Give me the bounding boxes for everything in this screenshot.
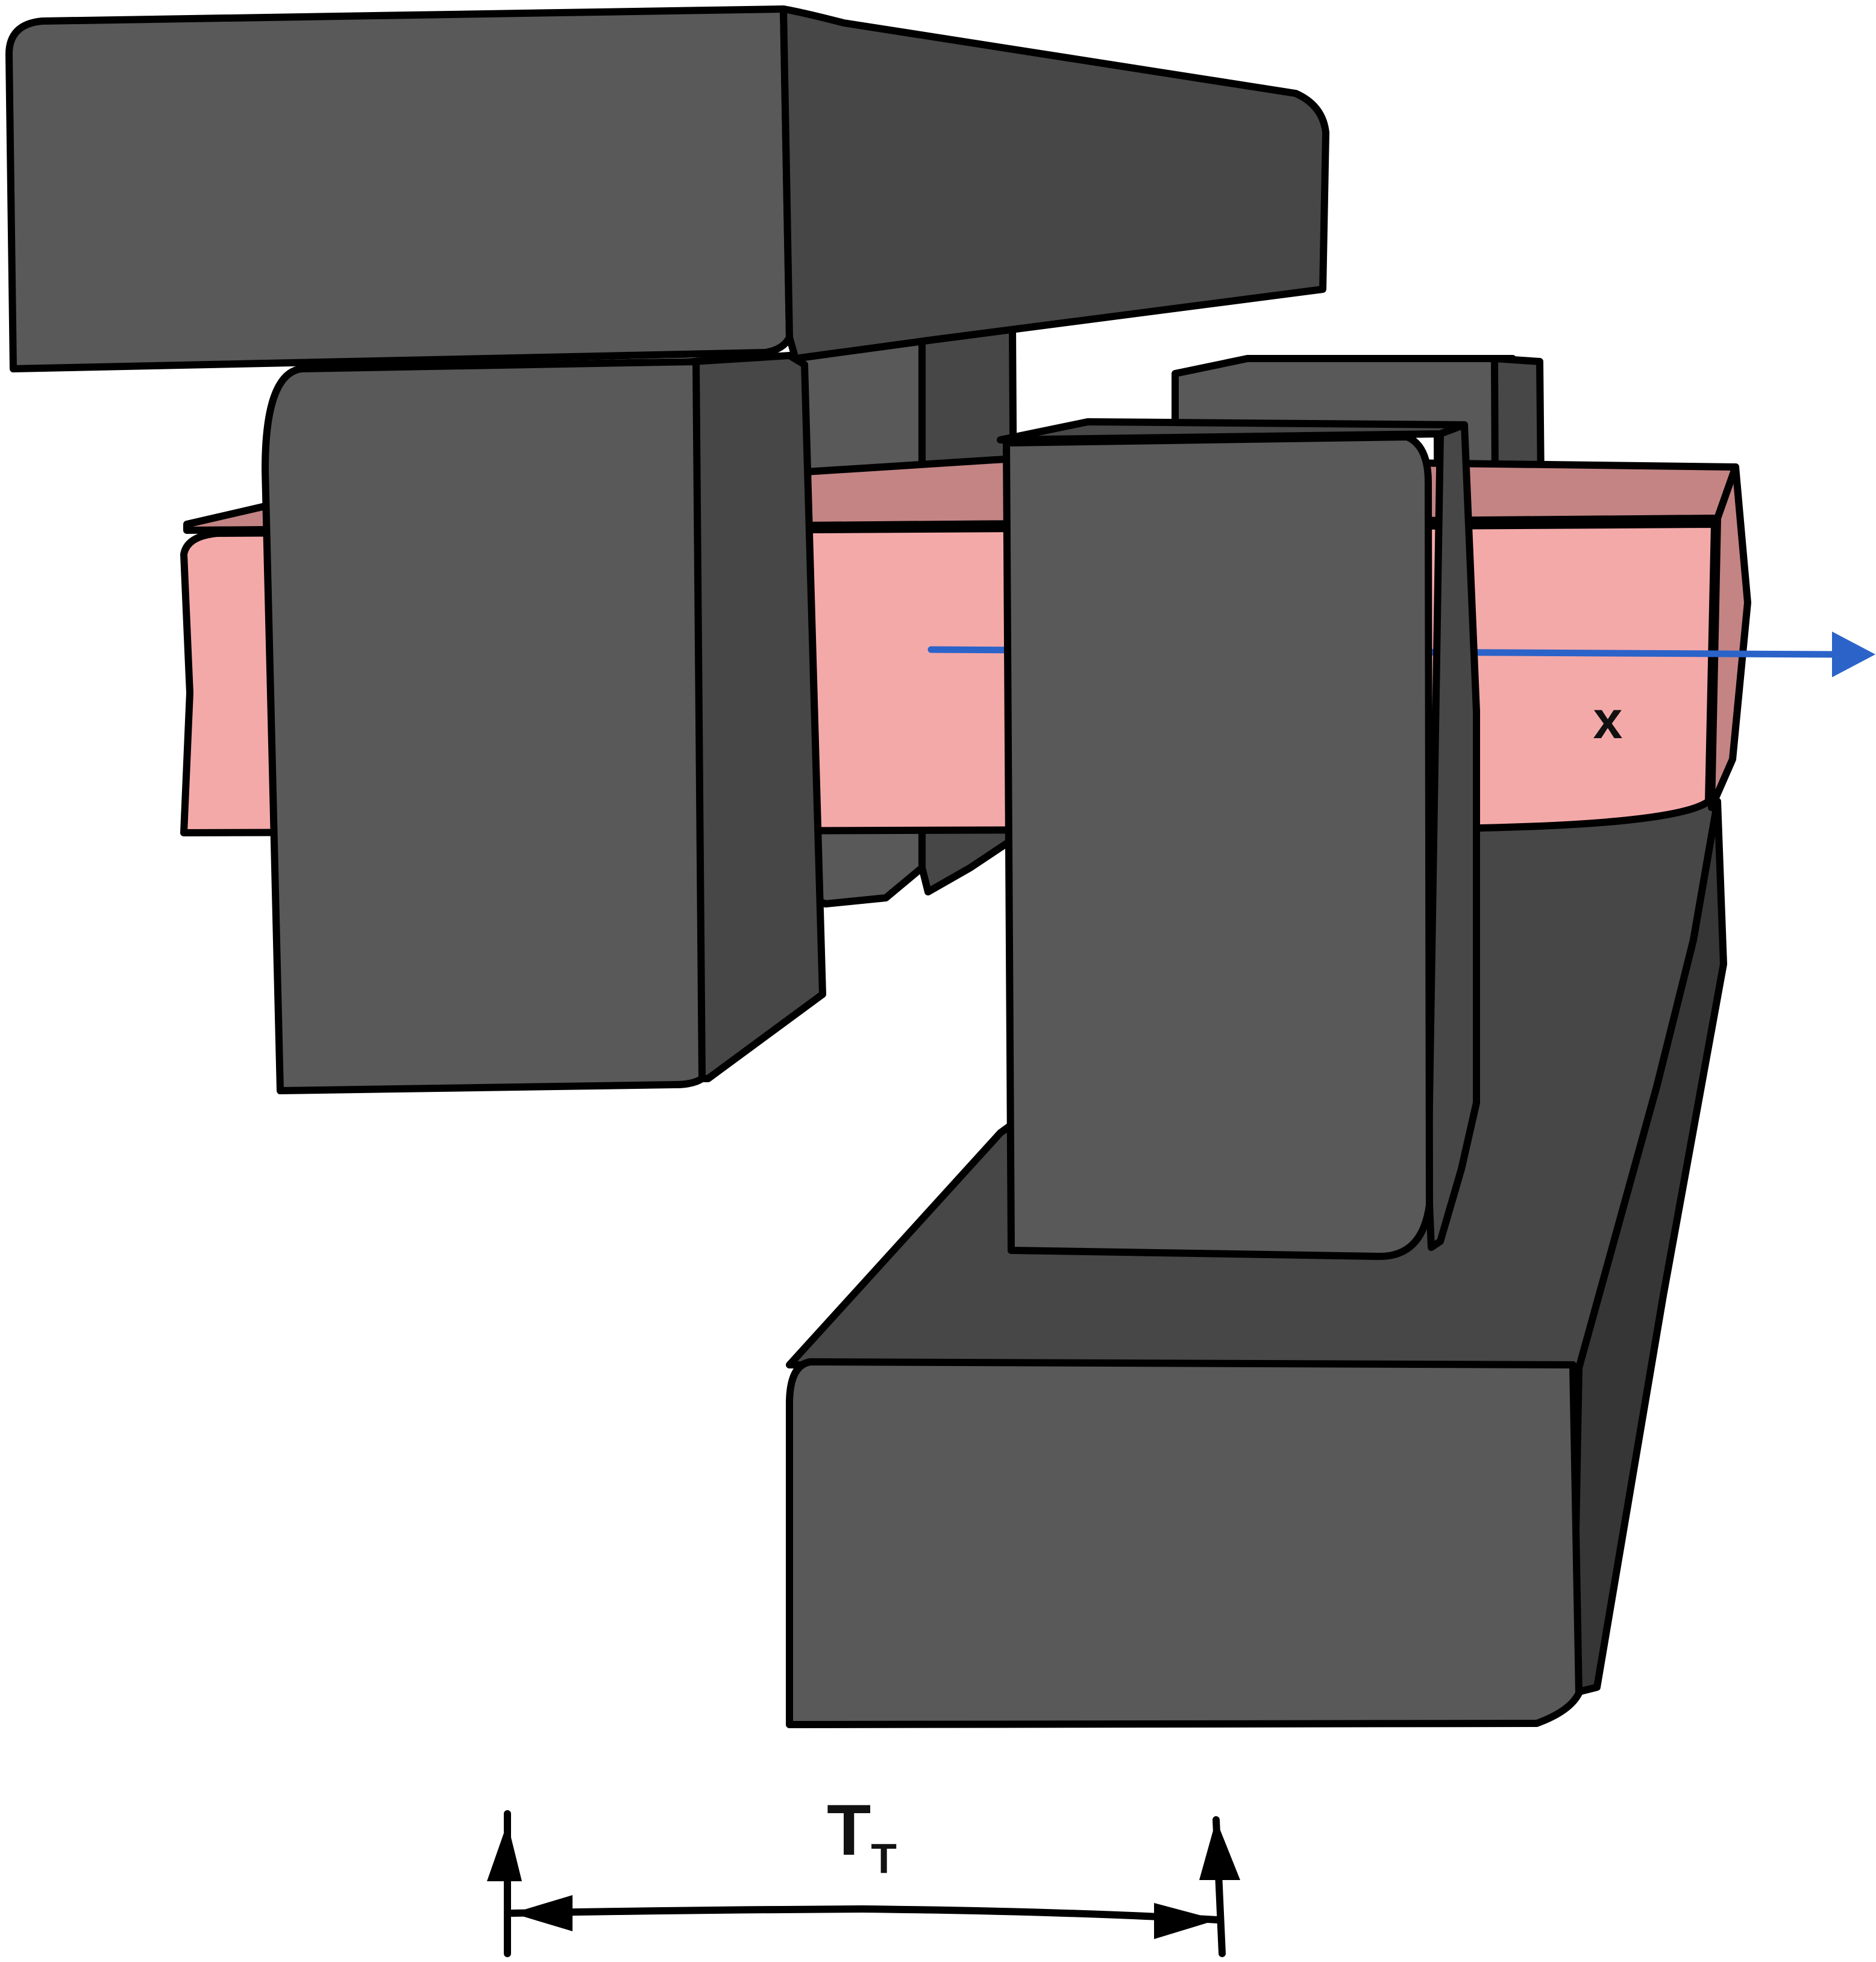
dimension-TT: TT: [487, 1790, 1240, 1957]
dimension-right-arrowhead: [1154, 1903, 1217, 1939]
dimension-label: TT: [827, 1790, 897, 1882]
bottom-block: [786, 1358, 1583, 1728]
x-axis-label: x: [1593, 690, 1623, 750]
left-tick-arrowhead: [487, 1823, 522, 1881]
dimension-label-main: T: [827, 1790, 871, 1870]
x-axis-arrowhead: [1832, 632, 1875, 677]
right-tick-arrowhead: [1199, 1820, 1240, 1880]
dimension-left-arrowhead: [512, 1895, 573, 1931]
dimension-line: [509, 1905, 1221, 1923]
left-pillar: [262, 352, 826, 1094]
top-slab: [5, 5, 1329, 372]
right-pillar: [997, 418, 1480, 1260]
dimension-label-subscript: T: [871, 1835, 897, 1882]
